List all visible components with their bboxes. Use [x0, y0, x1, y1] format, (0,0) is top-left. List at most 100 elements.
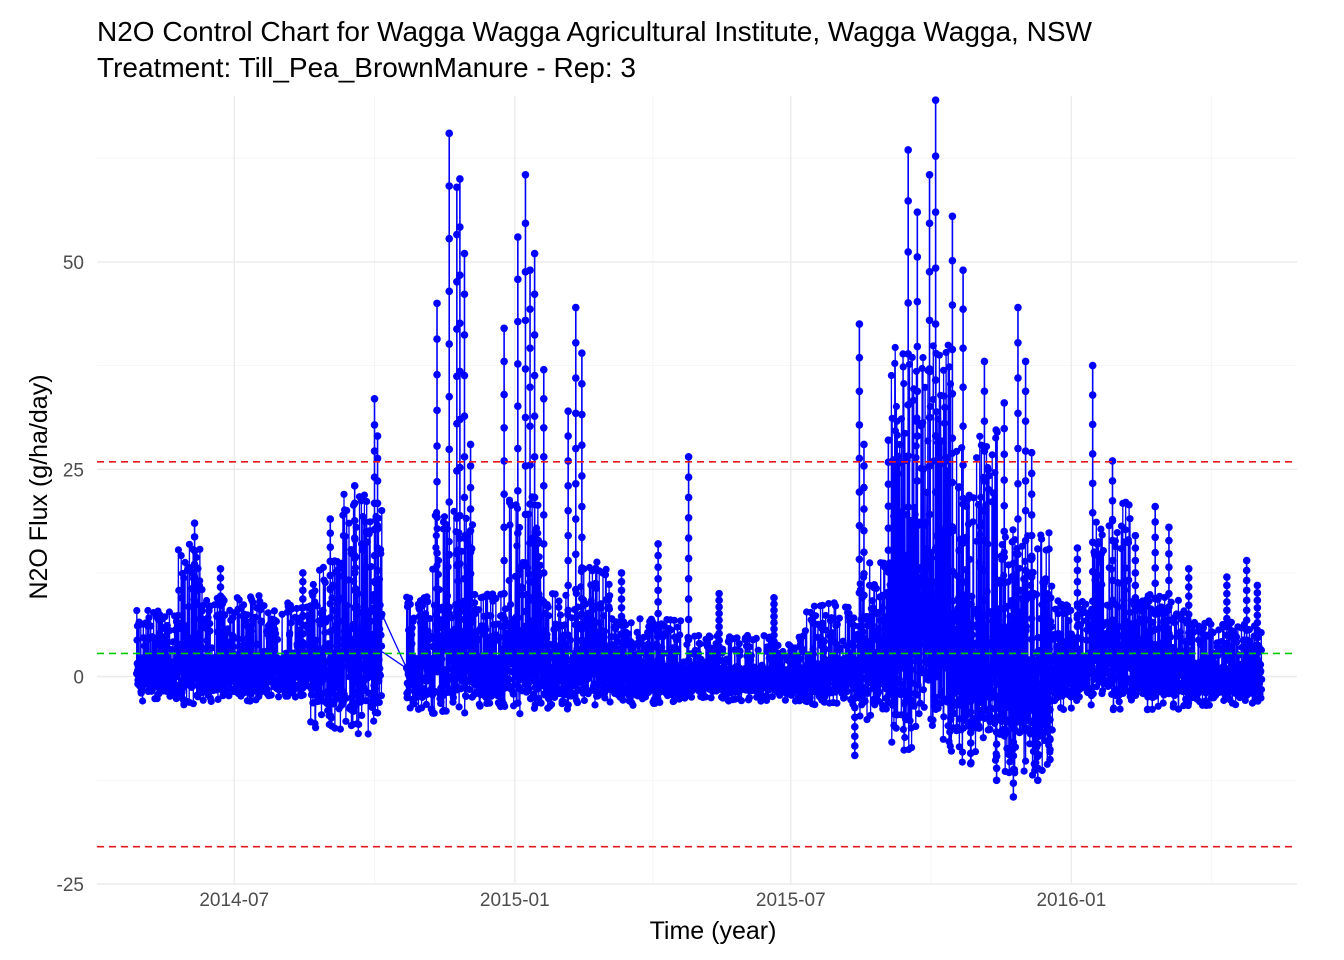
data-point [986, 725, 994, 734]
data-point [920, 703, 928, 711]
data-point [921, 383, 929, 391]
data-point [752, 634, 760, 643]
data-point [1067, 606, 1075, 615]
data-point [185, 540, 193, 548]
data-point [975, 724, 983, 732]
data-point [241, 641, 249, 649]
data-point [901, 733, 909, 742]
data-point [573, 699, 582, 707]
data-point [605, 580, 613, 589]
data-point [919, 354, 927, 362]
data-point [177, 552, 185, 560]
data-point [1009, 526, 1017, 534]
data-point [908, 696, 916, 705]
data-point [403, 694, 411, 702]
data-point [898, 623, 906, 631]
data-point [161, 672, 169, 681]
data-point [322, 618, 330, 626]
data-point [1083, 636, 1091, 644]
data-point [763, 693, 771, 701]
data-point [198, 586, 206, 594]
data-point [340, 490, 348, 498]
data-point [923, 518, 931, 526]
data-point [592, 584, 601, 593]
data-point [918, 572, 927, 580]
data-point [597, 604, 605, 612]
data-point [224, 626, 232, 634]
data-point [892, 402, 901, 411]
data-point [1048, 582, 1056, 590]
data-point [868, 612, 876, 620]
data-point [890, 512, 898, 520]
data-point [475, 606, 483, 614]
data-point [921, 551, 929, 559]
data-point [968, 592, 976, 601]
data-point [516, 710, 524, 718]
data-point [1006, 622, 1014, 630]
data-point [876, 616, 885, 625]
data-point [449, 694, 457, 702]
data-point [1018, 608, 1026, 616]
data-point [976, 661, 984, 669]
data-point [702, 693, 710, 701]
data-point [915, 710, 923, 718]
data-point [338, 663, 346, 671]
data-point [329, 606, 337, 615]
data-point [203, 637, 211, 645]
data-point [354, 730, 362, 738]
data-point [644, 632, 652, 641]
data-point [433, 668, 441, 676]
data-point [706, 633, 714, 641]
data-point [636, 615, 644, 623]
data-point [875, 688, 883, 696]
data-point [419, 617, 427, 625]
data-point [169, 638, 177, 646]
data-point [189, 700, 197, 708]
data-point [941, 577, 949, 585]
data-point [894, 452, 903, 460]
data-point [602, 565, 610, 574]
data-point [410, 614, 418, 622]
data-point [966, 555, 974, 564]
data-point [482, 626, 490, 634]
data-point [988, 611, 997, 619]
data-point [370, 717, 378, 725]
data-point [899, 725, 908, 734]
data-point [1048, 623, 1056, 631]
data-point [343, 506, 351, 515]
data-point [819, 601, 827, 609]
data-point [941, 664, 950, 672]
data-point [957, 665, 965, 673]
data-point [544, 603, 552, 611]
data-point [668, 653, 676, 661]
data-point [462, 692, 470, 701]
data-point [968, 631, 977, 639]
data-point [652, 676, 660, 684]
data-point [161, 613, 169, 621]
data-point [1096, 558, 1105, 567]
data-point [822, 611, 830, 620]
data-point [376, 601, 384, 609]
data-point [1022, 757, 1030, 765]
data-point [940, 713, 948, 721]
grid [97, 96, 1297, 885]
data-point [478, 669, 486, 677]
data-point [357, 609, 365, 617]
data-point [343, 602, 351, 610]
data-point [1099, 547, 1107, 555]
data-point [921, 628, 929, 636]
data-point [257, 617, 266, 625]
data-point [291, 693, 299, 701]
data-point [840, 693, 849, 702]
data-point [955, 743, 963, 751]
data-point [869, 604, 877, 612]
data-point [939, 735, 947, 743]
data-point [797, 655, 805, 663]
data-point [601, 627, 609, 635]
data-point [695, 632, 703, 640]
data-point [973, 537, 981, 545]
data-point [272, 617, 280, 626]
data-point [840, 655, 848, 663]
data-point [561, 621, 569, 629]
data-point [406, 594, 414, 602]
